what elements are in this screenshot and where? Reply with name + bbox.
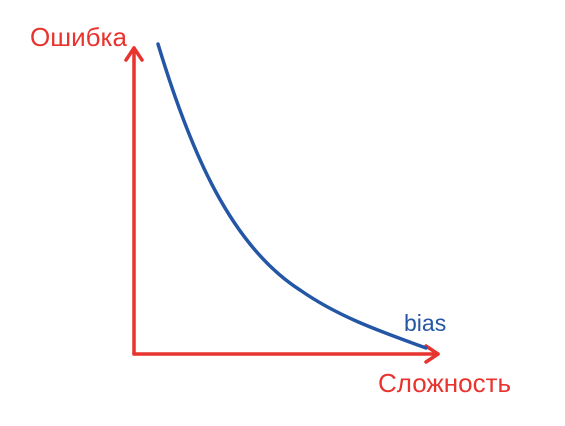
x-axis-arrowhead	[424, 344, 440, 364]
y-axis-title: Ошибка	[30, 22, 127, 52]
x-axis-title: Сложность	[378, 368, 511, 398]
bias-curve	[156, 42, 428, 350]
bias-curve-label: bias	[404, 310, 446, 336]
y-axis-arrowhead	[124, 46, 144, 62]
